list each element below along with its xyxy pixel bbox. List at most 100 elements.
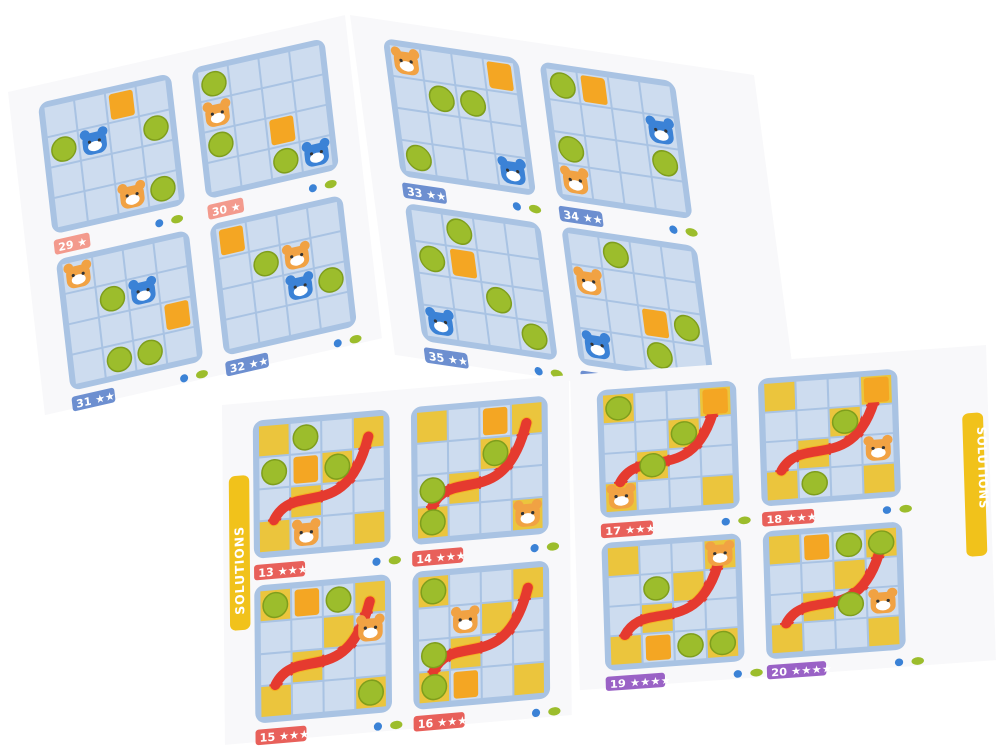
- grid-cell: [123, 243, 156, 279]
- bear-token: [573, 266, 602, 296]
- pea-token: [831, 409, 859, 434]
- grid-cell: [393, 77, 428, 112]
- puzzle-grid-frame: [210, 196, 357, 355]
- pea-hint-icon: [685, 228, 698, 237]
- pea-token: [99, 285, 126, 312]
- puzzle-card: 31 ★★: [56, 231, 208, 412]
- pea-token: [137, 339, 163, 366]
- grid-cell: [293, 75, 326, 111]
- grid-cell: [130, 304, 163, 340]
- grid-cell: [85, 185, 118, 221]
- grid-cell: [769, 564, 801, 595]
- grid-cell: [297, 105, 330, 141]
- bear-token: [868, 587, 898, 614]
- puzzle-card: 18 ★★★: [758, 369, 912, 527]
- puzzle-card: 33 ★★: [384, 39, 542, 214]
- grid-cell: [482, 665, 513, 698]
- grid-cell: [65, 288, 98, 324]
- grid-cell: [208, 157, 241, 193]
- crate-token: [803, 534, 830, 561]
- pea-token: [605, 396, 632, 421]
- pea-token: [357, 679, 384, 706]
- grid-cell: [505, 223, 539, 259]
- pea-token: [486, 286, 513, 314]
- grid-cell: [398, 108, 432, 144]
- key-hint-icon: [894, 658, 904, 667]
- puzzle-number-label: 19 ★★★★: [610, 674, 671, 691]
- bear-token: [356, 613, 385, 642]
- puzzle-card: 13 ★★★: [252, 409, 401, 581]
- pea-token: [709, 630, 737, 656]
- pea-hint-icon: [528, 204, 542, 214]
- grid-cell: [621, 173, 655, 208]
- puzzle-number-badge: [766, 661, 827, 680]
- pea-token: [643, 576, 670, 601]
- grid-cell: [706, 598, 738, 629]
- puzzle-number-badge: [207, 197, 245, 220]
- bear-token: [117, 179, 146, 209]
- puzzle-grid-frame: [192, 39, 339, 198]
- key-hint-icon: [512, 202, 521, 211]
- puzzle-grid-frame: [38, 75, 185, 233]
- grid-cell: [259, 52, 292, 88]
- pea-token: [639, 453, 666, 478]
- pea-token: [106, 346, 133, 373]
- bear-token: [560, 165, 589, 195]
- grid-cell: [701, 445, 733, 476]
- pea-token: [867, 530, 895, 555]
- grid-cell: [667, 388, 699, 419]
- grid-cell: [637, 479, 670, 510]
- grid-cell: [277, 208, 310, 244]
- grid-cell: [509, 255, 543, 291]
- grid-cell: [481, 500, 511, 534]
- crate-token: [164, 300, 191, 330]
- key-hint-icon: [180, 374, 189, 383]
- pea-token: [646, 342, 673, 369]
- puzzle-number-badge: [413, 712, 465, 732]
- puzzle-number-label: 33 ★★: [406, 184, 447, 204]
- pea-hint-icon: [750, 668, 763, 677]
- key-hint-icon: [308, 184, 317, 193]
- puzzle-number-label: 13 ★★★: [258, 563, 308, 580]
- grid-cell: [513, 630, 544, 664]
- pea-token: [421, 673, 448, 701]
- blue-bear-token: [285, 271, 314, 300]
- grid-cell: [262, 82, 295, 118]
- top-booklet-left-page: 29 ★30 ★31 ★★32 ★★: [8, 15, 382, 416]
- blue-bear-token: [79, 126, 108, 155]
- grid-cell: [419, 273, 454, 308]
- grid-cell: [613, 109, 647, 144]
- pea-token: [837, 591, 865, 617]
- grid-cell: [228, 59, 261, 95]
- solution-path: [619, 553, 725, 640]
- puzzle-card: 14 ★★★: [410, 396, 560, 567]
- grid-cell: [635, 391, 667, 421]
- grid-cell: [75, 94, 108, 130]
- solutions-tab: SOLUTIONS: [962, 412, 991, 557]
- grid-cell: [455, 310, 489, 345]
- pea-token: [292, 424, 319, 451]
- grid-cell: [154, 236, 187, 272]
- crate-token: [642, 308, 670, 339]
- grid-cell: [652, 178, 686, 213]
- grid-cell: [235, 119, 268, 155]
- grid-cell: [607, 546, 639, 577]
- pea-token: [253, 250, 279, 277]
- grid-cell: [112, 147, 145, 183]
- grid-cell: [608, 77, 643, 112]
- pea-hint-icon: [324, 180, 337, 189]
- grid-cell: [257, 306, 290, 342]
- grid-cell: [607, 301, 641, 336]
- bottom-booklet-right-page: 17 ★★★ 18 ★★★ 19 ★★★★ 20 ★★★★ SOLUTIONS: [570, 344, 996, 691]
- grid-cell: [673, 571, 705, 602]
- pea-hint-icon: [171, 215, 184, 224]
- key-hint-icon: [372, 557, 381, 566]
- solutions-tab: SOLUTIONS: [228, 475, 251, 631]
- pea-hint-icon: [388, 556, 401, 565]
- grid-cell: [324, 679, 355, 712]
- key-hint-icon: [155, 219, 164, 228]
- grid-cell: [514, 662, 545, 696]
- grid-cell: [768, 534, 800, 565]
- grid-cell: [567, 233, 602, 268]
- grid-cell: [292, 681, 323, 715]
